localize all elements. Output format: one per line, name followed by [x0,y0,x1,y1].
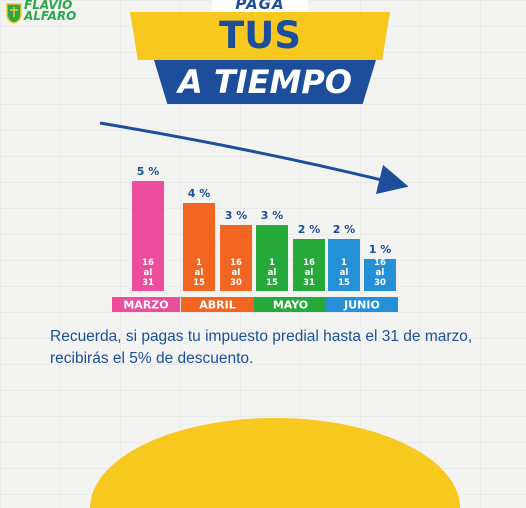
bar-period-3-1: al [268,268,277,278]
bar-period-0-0: 16 [142,258,154,268]
bar-period-3-0: 1 [269,258,275,268]
bar-period-6-2: 30 [374,278,386,288]
trend-arrow [99,121,409,194]
bar-0 [132,181,164,291]
bar-1 [183,203,215,291]
bar-period-2-2: 30 [230,278,242,288]
discount-note: Recuerda, si pagas tu impuesto predial h… [50,328,473,367]
bottom-decoration [90,418,460,508]
bar-period-4-2: 31 [303,278,315,288]
logo-line-1: FLAVIO [24,0,73,12]
bar-4 [293,239,325,291]
month-label-0: MARZO [123,299,168,312]
bar-3 [256,225,288,291]
bar-period-1-2: 15 [193,278,205,288]
month-band-0 [112,297,180,312]
month-band-1 [181,297,254,312]
logo-text: FLAVIO ALFARO [24,0,76,22]
bar-period-5-1: al [340,268,349,278]
month-label-3: JUNIO [343,299,380,312]
bar-period-3-2: 15 [266,278,278,288]
shield-icon [6,3,22,24]
bar-value-label-3: 3 % [261,209,284,222]
bar-period-5-0: 1 [341,258,347,268]
bar-value-label-2: 3 % [225,209,248,222]
municipality-logo: FLAVIO ALFARO [2,0,76,32]
bar-period-0-1: al [144,268,153,278]
months-layer: MARZO ABRIL MAYO JUNIO [112,297,398,312]
headline: PAGA TUS PREDIOS A TIEMPO [130,0,390,110]
bar-period-5-2: 15 [338,278,350,288]
bar-period-2-0: 16 [230,258,242,268]
bar-2 [220,225,252,291]
bar-value-label-6: 1 % [369,243,392,256]
month-band-2 [254,297,327,312]
bar-period-4-0: 16 [303,258,315,268]
bar-period-6-1: al [376,268,385,278]
month-label-1: ABRIL [199,299,235,312]
bar-period-0-2: 31 [142,278,154,288]
bar-period-1-0: 1 [196,258,202,268]
bar-value-label-4: 2 % [298,223,321,236]
bar-6 [364,259,396,291]
bar-period-6-0: 16 [374,258,386,268]
headline-line-1: TUS PREDIOS [219,14,301,57]
bar-period-4-1: al [305,268,314,278]
headline-band-yellow: TUS PREDIOS [130,12,390,60]
bar-period-1-1: al [195,268,204,278]
month-band-3 [326,297,398,312]
month-label-2: MAYO [273,299,308,312]
bar-5 [328,239,360,291]
headline-pre: PAGA [235,0,285,13]
bar-period-2-1: al [232,268,241,278]
bar-value-label-1: 4 % [188,187,211,200]
headline-pre-badge: PAGA [212,0,308,14]
headline-band-blue: A TIEMPO [154,60,376,104]
bar-value-label-0: 5 % [137,165,160,178]
logo-line-2: ALFARO [24,9,77,23]
bar-value-label-5: 2 % [333,223,356,236]
headline-line-2: A TIEMPO [178,63,352,101]
